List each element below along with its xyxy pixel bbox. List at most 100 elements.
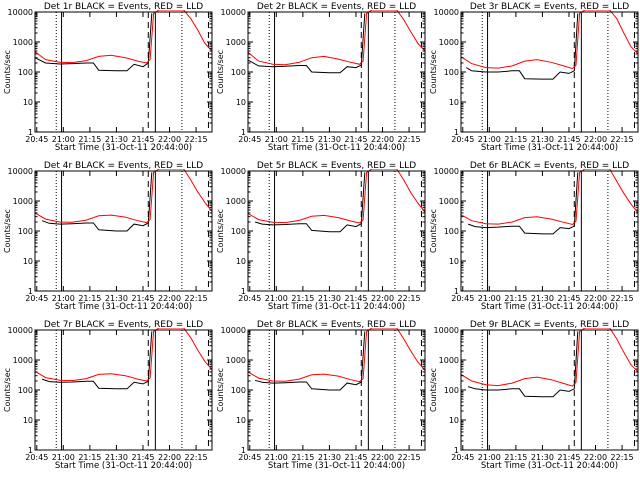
panel-title: Det 5r BLACK = Events, RED = LLD (257, 161, 416, 171)
series-lld-line (35, 328, 212, 382)
x-tick-label: 20:45 (238, 453, 261, 462)
x-tick-label: 21:15 (291, 453, 314, 462)
x-tick-label: 21:45 (131, 135, 154, 144)
x-tick-label: 22:15 (185, 135, 208, 144)
x-axis-label: Start Time (31-Oct-11 20:44:00) (268, 461, 405, 471)
x-tick-label: 22:15 (398, 135, 421, 144)
x-tick-label: 22:00 (584, 453, 607, 462)
y-tick-label: 10 (23, 257, 33, 266)
x-axis-label: Start Time (31-Oct-11 20:44:00) (55, 461, 192, 471)
x-tick-label: 22:15 (185, 294, 208, 303)
x-tick-label: 20:45 (238, 294, 261, 303)
y-axis-label: Counts/sec (429, 50, 438, 94)
y-tick-label: 1000 (226, 356, 246, 365)
x-tick-label: 21:00 (265, 453, 288, 462)
y-axis-label: Counts/sec (216, 50, 225, 94)
x-tick-label: 21:15 (504, 135, 527, 144)
x-axis-label: Start Time (31-Oct-11 20:44:00) (55, 143, 192, 153)
y-tick-label: 10000 (434, 326, 459, 335)
x-tick-label: 21:00 (478, 135, 501, 144)
panel-title: Det 6r BLACK = Events, RED = LLD (470, 161, 629, 171)
y-tick-label: 1000 (13, 38, 33, 47)
series-lld-line (461, 10, 638, 70)
y-tick-label: 1 (454, 128, 459, 137)
x-tick-label: 22:00 (371, 294, 394, 303)
y-tick-label: 1000 (13, 356, 33, 365)
x-tick-label: 22:15 (611, 453, 634, 462)
y-tick-label: 100 (18, 227, 33, 236)
x-axis-label: Start Time (31-Oct-11 20:44:00) (268, 143, 405, 153)
y-tick-label: 1 (28, 128, 33, 137)
x-tick-label: 21:45 (557, 135, 580, 144)
series-events-line (254, 172, 366, 233)
x-tick-label: 21:15 (78, 135, 101, 144)
x-axis-label: Start Time (31-Oct-11 20:44:00) (481, 461, 618, 471)
x-tick-label: 22:15 (611, 294, 634, 303)
y-tick-label: 10 (449, 98, 459, 107)
x-tick-label: 21:45 (557, 294, 580, 303)
y-tick-label: 10 (236, 416, 246, 425)
x-tick-label: 21:30 (105, 135, 128, 144)
series-events-line (254, 331, 366, 391)
x-tick-label: 21:15 (504, 453, 527, 462)
x-tick-label: 20:45 (25, 453, 48, 462)
x-tick-label: 21:00 (265, 294, 288, 303)
x-tick-label: 21:15 (291, 294, 314, 303)
y-tick-label: 10000 (221, 167, 246, 176)
y-tick-label: 10 (449, 416, 459, 425)
x-tick-label: 20:45 (451, 453, 474, 462)
y-tick-label: 1000 (13, 197, 33, 206)
y-tick-label: 1 (454, 446, 459, 455)
y-axis-label: Counts/sec (216, 209, 225, 253)
series-lld-line (35, 169, 212, 224)
panel-det-1: Det 1r BLACK = Events, RED = LLD 1 10 100 10… (3, 2, 213, 153)
x-tick-label: 22:00 (158, 135, 181, 144)
y-tick-label: 100 (444, 68, 459, 77)
x-tick-label: 21:00 (265, 135, 288, 144)
y-tick-label: 100 (18, 68, 33, 77)
x-tick-label: 21:15 (78, 294, 101, 303)
panel-det-9: Det 9r BLACK = Events, RED = LLD 1 10 100 10… (429, 320, 639, 471)
y-tick-label: 100 (444, 227, 459, 236)
x-tick-label: 22:00 (158, 453, 181, 462)
x-tick-label: 21:30 (531, 135, 554, 144)
panel-det-2: Det 2r BLACK = Events, RED = LLD 1 10 100 10… (216, 2, 426, 153)
x-tick-label: 20:45 (238, 135, 261, 144)
x-tick-label: 21:45 (131, 453, 154, 462)
panel-title: Det 3r BLACK = Events, RED = LLD (470, 2, 629, 12)
y-tick-label: 10000 (8, 8, 33, 17)
series-events-line (248, 13, 366, 74)
y-tick-label: 1000 (226, 197, 246, 206)
y-axis-label: Counts/sec (216, 368, 225, 412)
series-lld-line (248, 328, 425, 383)
x-tick-label: 21:30 (531, 294, 554, 303)
x-tick-label: 21:15 (78, 453, 101, 462)
y-axis-label: Counts/sec (3, 209, 12, 253)
y-tick-label: 10 (236, 257, 246, 266)
panel-det-5: Det 5r BLACK = Events, RED = LLD 1 10 100 10… (216, 161, 426, 312)
series-events-line (41, 331, 153, 390)
y-tick-label: 100 (231, 386, 246, 395)
y-tick-label: 10 (23, 416, 33, 425)
y-tick-label: 1 (241, 128, 246, 137)
x-tick-label: 21:30 (318, 135, 341, 144)
series-events-line (467, 172, 579, 235)
y-axis-label: Counts/sec (429, 209, 438, 253)
y-tick-label: 10000 (434, 167, 459, 176)
panel-det-7: Det 7r BLACK = Events, RED = LLD 1 10 100 10… (3, 320, 213, 471)
x-tick-label: 21:45 (344, 453, 367, 462)
x-tick-label: 20:45 (451, 294, 474, 303)
x-tick-label: 22:15 (398, 294, 421, 303)
panel-title: Det 8r BLACK = Events, RED = LLD (257, 320, 416, 330)
panel-title: Det 9r BLACK = Events, RED = LLD (470, 320, 629, 330)
y-axis-label: Counts/sec (3, 368, 12, 412)
x-tick-label: 22:00 (584, 294, 607, 303)
x-axis-label: Start Time (31-Oct-11 20:44:00) (481, 302, 618, 312)
x-tick-label: 21:30 (105, 453, 128, 462)
y-tick-label: 10000 (221, 326, 246, 335)
y-tick-label: 1000 (439, 356, 459, 365)
y-tick-label: 10000 (221, 8, 246, 17)
x-tick-label: 20:45 (25, 135, 48, 144)
x-tick-label: 22:00 (371, 135, 394, 144)
y-tick-label: 1 (28, 446, 33, 455)
